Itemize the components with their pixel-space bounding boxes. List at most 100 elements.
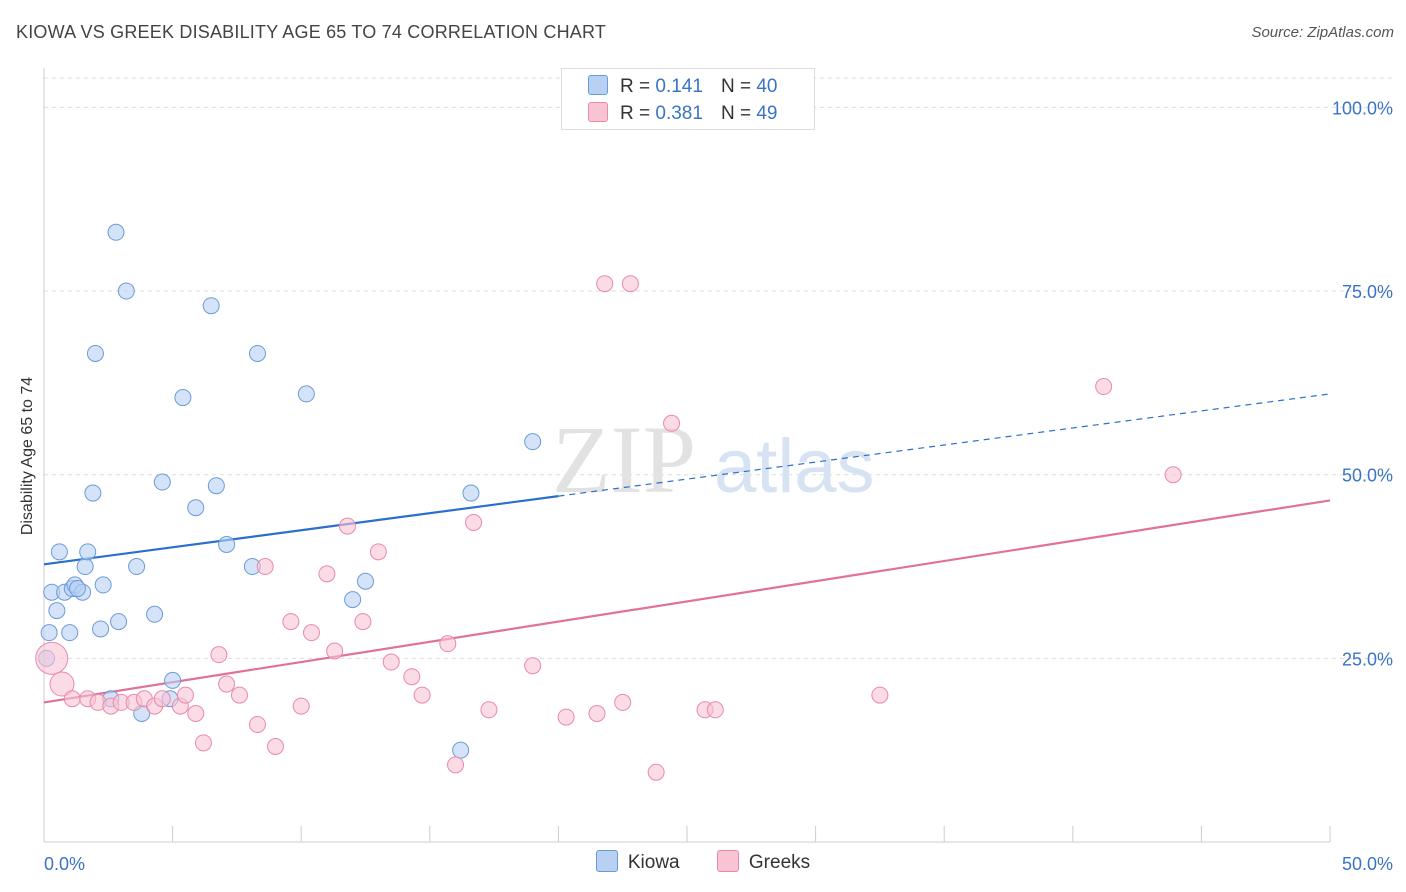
y-tick-label: 75.0% bbox=[1342, 282, 1393, 302]
kiowa-point bbox=[462, 484, 480, 502]
greeks-point bbox=[153, 690, 171, 708]
kiowa-n-label: N = bbox=[720, 76, 752, 97]
greeks-point bbox=[292, 697, 310, 715]
greeks-point bbox=[354, 613, 372, 631]
greeks-point bbox=[187, 704, 205, 722]
greeks-point bbox=[596, 275, 614, 293]
greeks-point bbox=[439, 635, 457, 653]
axes bbox=[43, 68, 1331, 843]
greeks-point bbox=[49, 671, 75, 697]
legend-kiowa-swatch bbox=[595, 850, 618, 872]
y-tick-label: 50.0% bbox=[1342, 466, 1393, 486]
x-tick-label: 50.0% bbox=[1342, 854, 1393, 874]
kiowa-point bbox=[357, 572, 374, 590]
greeks-point bbox=[1164, 466, 1182, 484]
greeks-point bbox=[338, 517, 356, 535]
greeks-point bbox=[706, 701, 724, 719]
chart-source: Source: ZipAtlas.com bbox=[1251, 24, 1394, 41]
kiowa-trend-line-extension bbox=[558, 393, 1331, 497]
kiowa-point bbox=[86, 344, 104, 362]
greeks-point bbox=[302, 624, 320, 642]
kiowa-point bbox=[92, 620, 110, 638]
greeks-point bbox=[403, 668, 421, 686]
kiowa-point bbox=[79, 543, 97, 561]
greeks-point bbox=[248, 715, 266, 733]
kiowa-point bbox=[50, 543, 68, 561]
greeks-point bbox=[465, 513, 483, 531]
greeks-point bbox=[230, 686, 248, 704]
greeks-point bbox=[447, 756, 465, 774]
kiowa-point bbox=[153, 473, 171, 491]
greeks-trend-line bbox=[43, 499, 1331, 704]
kiowa-point bbox=[117, 282, 135, 300]
greeks-point bbox=[35, 641, 69, 675]
watermark-atlas: atlas bbox=[714, 424, 875, 509]
greeks-r-value: 0.381 bbox=[655, 103, 703, 124]
legend-kiowa-label: Kiowa bbox=[627, 852, 680, 873]
tick-labels: 25.0% 50.0% 75.0% 100.0% 0.0% 50.0% bbox=[44, 98, 1393, 874]
y-tick-label: 100.0% bbox=[1332, 98, 1393, 118]
kiowa-point bbox=[202, 297, 220, 315]
greeks-point bbox=[871, 686, 889, 704]
kiowa-point bbox=[110, 613, 128, 631]
kiowa-point bbox=[94, 576, 112, 594]
greeks-point bbox=[266, 738, 284, 755]
greeks-point bbox=[318, 565, 336, 583]
kiowa-point bbox=[68, 580, 86, 598]
greeks-point bbox=[557, 708, 575, 726]
kiowa-r-value: 0.141 bbox=[655, 76, 703, 97]
kiowa-n-value: 40 bbox=[756, 76, 778, 97]
legend-row-greeks: R = 0.381 N = 49 bbox=[588, 102, 777, 126]
kiowa-point bbox=[344, 591, 362, 609]
kiowa-point bbox=[107, 223, 125, 241]
kiowa-point bbox=[164, 671, 182, 689]
greeks-point bbox=[1095, 378, 1113, 396]
greeks-point bbox=[614, 693, 632, 711]
greeks-swatch bbox=[588, 102, 608, 122]
kiowa-point bbox=[128, 558, 146, 576]
kiowa-point bbox=[248, 344, 266, 362]
kiowa-point bbox=[452, 741, 470, 759]
legend-item-kiowa: Kiowa bbox=[595, 850, 680, 874]
legend-greeks-label: Greeks bbox=[748, 852, 811, 873]
greeks-point bbox=[194, 734, 212, 752]
trend-lines bbox=[43, 393, 1331, 704]
y-axis-title: Disability Age 65 to 74 bbox=[19, 376, 36, 536]
legend-greeks-swatch bbox=[716, 850, 739, 872]
legend-row-kiowa: R = 0.141 N = 40 bbox=[588, 75, 777, 99]
greeks-point bbox=[218, 675, 236, 693]
kiowa-point bbox=[146, 605, 164, 623]
greeks-point bbox=[382, 653, 400, 671]
greeks-point bbox=[588, 704, 606, 722]
greeks-point bbox=[326, 642, 344, 660]
correlation-legend: R = 0.141 N = 40 R = 0.381 N = 49 bbox=[561, 68, 815, 130]
chart-title: KIOWA VS GREEK DISABILITY AGE 65 TO 74 C… bbox=[16, 22, 607, 42]
kiowa-point bbox=[174, 389, 192, 407]
legend-item-greeks: Greeks bbox=[716, 850, 811, 874]
watermark: ZIP atlas bbox=[552, 406, 875, 513]
kiowa-r-label: R = bbox=[620, 76, 651, 97]
greeks-n-value: 49 bbox=[756, 103, 778, 124]
greeks-point bbox=[524, 657, 542, 675]
series-legend: Kiowa Greeks bbox=[0, 850, 1406, 874]
kiowa-point bbox=[207, 477, 225, 495]
kiowa-trend-line bbox=[43, 495, 559, 566]
greeks-point bbox=[256, 558, 274, 576]
kiowa-point bbox=[187, 499, 205, 517]
data-points bbox=[35, 223, 1182, 781]
y-tick-label: 25.0% bbox=[1342, 649, 1393, 669]
greeks-point bbox=[647, 763, 665, 781]
greeks-point bbox=[621, 275, 639, 293]
kiowa-point bbox=[218, 535, 236, 553]
kiowa-swatch bbox=[588, 75, 608, 95]
greeks-point bbox=[480, 701, 498, 719]
greeks-point bbox=[210, 646, 228, 664]
greeks-r-label: R = bbox=[620, 103, 651, 124]
greeks-n-label: N = bbox=[720, 103, 752, 124]
kiowa-point bbox=[524, 433, 542, 451]
kiowa-point bbox=[297, 385, 315, 403]
greeks-point bbox=[63, 690, 81, 708]
kiowa-point bbox=[84, 484, 102, 502]
kiowa-point bbox=[76, 558, 94, 576]
